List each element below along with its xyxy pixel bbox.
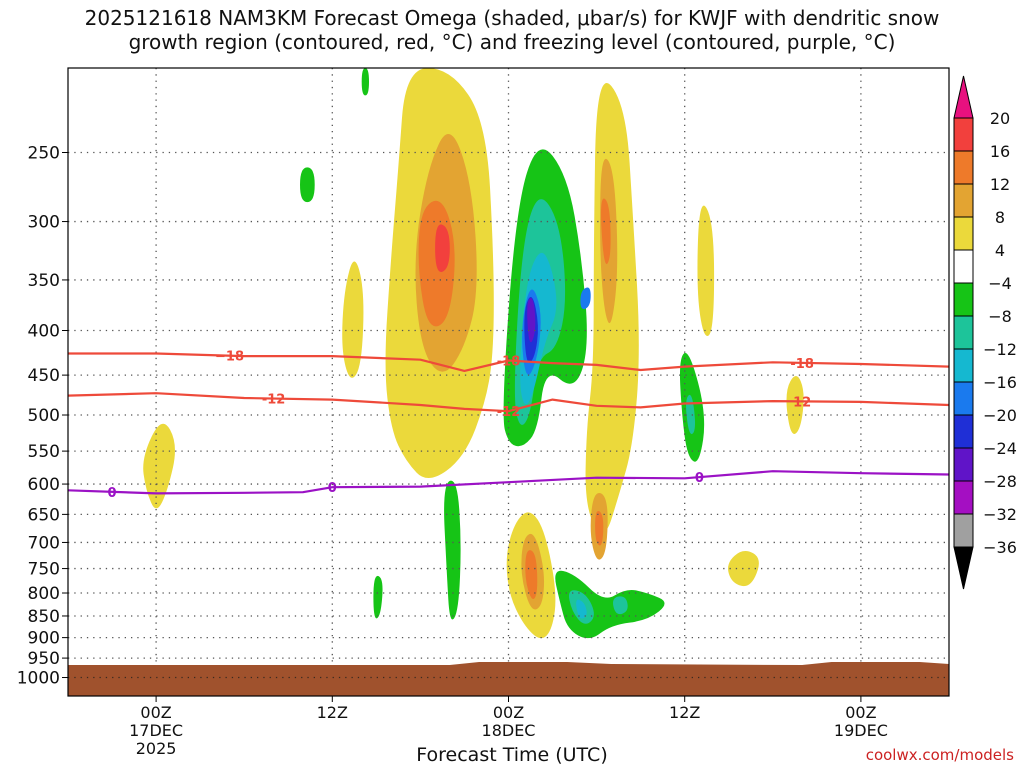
colorbar-swatch-4 — [953, 216, 974, 251]
colorbar-top-arrow — [953, 75, 974, 119]
x-tick-label-0-2: 2025 — [136, 739, 177, 758]
colorbar-swatch-9 — [953, 381, 974, 416]
colorbar-swatch-12 — [953, 480, 974, 515]
y-tick-label-850: 850 — [28, 607, 60, 627]
colorbar-label-13: −36 — [983, 538, 1017, 557]
y-tick-label-700: 700 — [28, 533, 60, 553]
ground-fill — [68, 662, 949, 696]
colorbar-label-10: −24 — [983, 439, 1017, 458]
contour-label-3: -12 — [262, 393, 286, 408]
y-tick-label-750: 750 — [28, 560, 60, 580]
colorbar-label-3: 8 — [995, 208, 1005, 227]
colorbar-swatch-7 — [953, 315, 974, 350]
colorbar-label-5: −4 — [988, 274, 1012, 293]
colorbar-swatch-5 — [953, 249, 974, 284]
y-tick-label-950: 950 — [28, 649, 60, 669]
omega-region-3 — [435, 224, 450, 272]
colorbar-label-11: −28 — [983, 472, 1017, 491]
omega-region-11 — [527, 298, 536, 343]
colorbar-label-1: 16 — [990, 142, 1010, 161]
colorbar-swatch-11 — [953, 447, 974, 482]
y-tick-label-1000: 1000 — [17, 669, 60, 689]
omega-region-33 — [612, 596, 628, 615]
y-tick-label-250: 250 — [28, 144, 60, 164]
omega-colorbar: 20 16 12 8 4 −4 −8 −12 −16 −20 −24 −28 −32 −36 — [953, 75, 1017, 590]
omega-region-15 — [601, 198, 611, 265]
omega-region-17 — [595, 510, 604, 546]
contour-label-1: -18 — [497, 355, 521, 370]
omega-region-22 — [786, 376, 804, 434]
y-tick-label-500: 500 — [28, 406, 60, 426]
contour-label-8: 0 — [695, 471, 704, 486]
colorbar-label-0: 20 — [990, 109, 1010, 128]
y-tick-label-450: 450 — [28, 366, 60, 386]
colorbar-label-2: 12 — [990, 175, 1010, 194]
omega-region-25 — [361, 68, 369, 96]
y-tick-label-550: 550 — [28, 442, 60, 462]
colorbar-bottom-arrow — [953, 546, 974, 590]
omega-region-32 — [576, 599, 587, 619]
colorbar-swatch-6 — [953, 282, 974, 317]
contour-label-0: −18 — [215, 350, 244, 365]
colorbar-swatch-2 — [953, 150, 974, 185]
colorbar-label-9: −20 — [983, 406, 1017, 425]
chart-title-line-2: growth region (contoured, red, °C) and f… — [128, 30, 896, 54]
colorbar-swatch-8 — [953, 348, 974, 383]
contour-label-7: 0 — [328, 481, 337, 496]
y-tick-label-600: 600 — [28, 475, 60, 495]
y-tick-label-400: 400 — [28, 322, 60, 342]
omega-shading — [143, 68, 804, 639]
y-tick-label-650: 650 — [28, 505, 60, 525]
colorbar-swatch-10 — [953, 414, 974, 449]
colorbar-label-8: −16 — [983, 373, 1017, 392]
x-tick-label-4-1: 19DEC — [834, 721, 888, 740]
omega-region-28 — [444, 480, 461, 620]
omega-region-29 — [373, 575, 383, 619]
colorbar-label-6: −8 — [988, 307, 1012, 326]
y-tick-label-350: 350 — [28, 271, 60, 291]
contour-label-2: -18 — [790, 357, 814, 372]
colorbar-swatch-3 — [953, 183, 974, 218]
omega-region-5 — [143, 423, 175, 509]
ground-layer — [68, 662, 949, 696]
colorbar-label-7: −12 — [983, 340, 1017, 359]
x-tick-label-4-0: 00Z — [845, 703, 876, 722]
x-tick-label-2-1: 18DEC — [482, 721, 536, 740]
x-tick-label-1-0: 12Z — [317, 703, 348, 722]
y-tick-label-900: 900 — [28, 629, 60, 649]
contour-line-0 — [68, 352, 949, 372]
x-tick-label-3-0: 12Z — [669, 703, 700, 722]
y-axis-pressure-ticks: 2503003504004505005506006507007508008509… — [17, 144, 68, 689]
y-tick-label-800: 800 — [28, 584, 60, 604]
y-tick-label-300: 300 — [28, 213, 60, 233]
colorbar-label-12: −32 — [983, 505, 1017, 524]
contour-label-4: -12 — [497, 405, 521, 420]
x-tick-label-2-0: 00Z — [493, 703, 524, 722]
omega-region-24 — [300, 167, 315, 203]
contour-label-5: 12 — [793, 395, 811, 410]
omega-region-12 — [580, 287, 591, 310]
chart-title-line-1: 2025121618 NAM3KM Forecast Omega (shaded… — [84, 6, 940, 30]
credit-text: coolwx.com/models — [865, 746, 1014, 764]
temperature-contours: −18 -18 -18 -12 -12 12 0 0 0 — [68, 350, 949, 501]
grid-lines — [68, 68, 949, 696]
omega-region-20 — [525, 550, 538, 600]
contour-label-6: 0 — [108, 486, 117, 501]
contour-line-2 — [68, 470, 949, 495]
x-tick-label-0-1: 17DEC — [129, 721, 183, 740]
omega-region-21 — [697, 205, 715, 336]
omega-region-27 — [686, 394, 696, 435]
omega-region-23 — [728, 550, 759, 587]
x-tick-label-0-0: 00Z — [140, 703, 171, 722]
colorbar-swatch-13 — [953, 513, 974, 548]
colorbar-label-4: 4 — [995, 241, 1005, 260]
omega-region-4 — [342, 261, 364, 378]
colorbar-swatch-1 — [953, 117, 974, 152]
x-axis-label: Forecast Time (UTC) — [416, 744, 608, 766]
contour-line-1 — [68, 392, 949, 413]
